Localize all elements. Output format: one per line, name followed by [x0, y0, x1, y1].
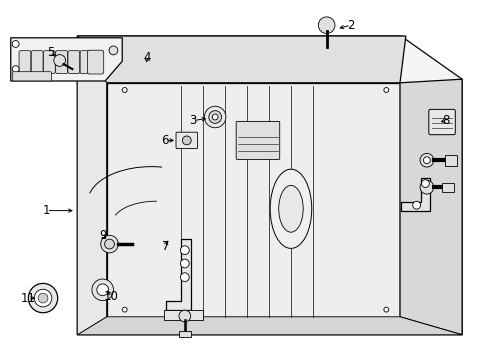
Circle shape [101, 235, 118, 253]
Polygon shape [11, 38, 122, 81]
Text: 10: 10 [104, 291, 119, 303]
FancyBboxPatch shape [176, 132, 197, 149]
FancyBboxPatch shape [80, 51, 92, 73]
FancyBboxPatch shape [43, 51, 55, 73]
Polygon shape [77, 36, 405, 83]
Circle shape [204, 106, 225, 128]
Text: 11: 11 [20, 292, 35, 305]
Polygon shape [77, 36, 106, 335]
Text: 3: 3 [189, 114, 197, 127]
Ellipse shape [269, 169, 311, 248]
Text: 5: 5 [46, 46, 54, 59]
Text: 6: 6 [161, 134, 169, 147]
Ellipse shape [278, 185, 303, 232]
FancyBboxPatch shape [56, 51, 67, 73]
Text: 7: 7 [161, 240, 169, 253]
Circle shape [109, 46, 118, 55]
Circle shape [38, 293, 48, 303]
Text: 9: 9 [99, 229, 106, 242]
Polygon shape [106, 83, 399, 317]
FancyBboxPatch shape [68, 51, 80, 73]
FancyBboxPatch shape [428, 109, 454, 135]
Circle shape [421, 180, 428, 188]
Polygon shape [179, 331, 190, 337]
Text: 1: 1 [42, 204, 50, 217]
Circle shape [383, 307, 388, 312]
Circle shape [12, 66, 19, 73]
FancyBboxPatch shape [87, 50, 103, 74]
Polygon shape [441, 183, 453, 192]
Text: 4: 4 [142, 51, 150, 64]
FancyBboxPatch shape [31, 51, 43, 73]
Circle shape [104, 239, 114, 249]
Circle shape [92, 279, 113, 301]
Circle shape [412, 201, 420, 209]
Circle shape [28, 283, 58, 313]
Circle shape [122, 307, 127, 312]
Polygon shape [444, 155, 456, 166]
Circle shape [383, 87, 388, 93]
Polygon shape [166, 239, 190, 310]
Circle shape [212, 114, 218, 120]
Circle shape [423, 157, 429, 164]
Polygon shape [400, 178, 429, 211]
Circle shape [97, 284, 108, 296]
Text: 2: 2 [346, 19, 354, 32]
Circle shape [12, 40, 19, 48]
Circle shape [180, 273, 189, 282]
Circle shape [419, 153, 433, 167]
Circle shape [54, 55, 65, 66]
Polygon shape [77, 317, 461, 335]
FancyBboxPatch shape [236, 121, 279, 159]
Circle shape [419, 180, 433, 194]
Polygon shape [399, 79, 461, 335]
FancyBboxPatch shape [13, 72, 51, 81]
Circle shape [122, 87, 127, 93]
Circle shape [180, 259, 189, 268]
FancyBboxPatch shape [19, 51, 31, 73]
Circle shape [180, 246, 189, 255]
Text: 8: 8 [441, 114, 449, 127]
Circle shape [179, 310, 190, 322]
Polygon shape [77, 36, 461, 335]
Circle shape [318, 17, 334, 33]
Circle shape [208, 111, 221, 123]
Polygon shape [163, 310, 203, 320]
Circle shape [182, 136, 191, 145]
Circle shape [34, 289, 52, 307]
